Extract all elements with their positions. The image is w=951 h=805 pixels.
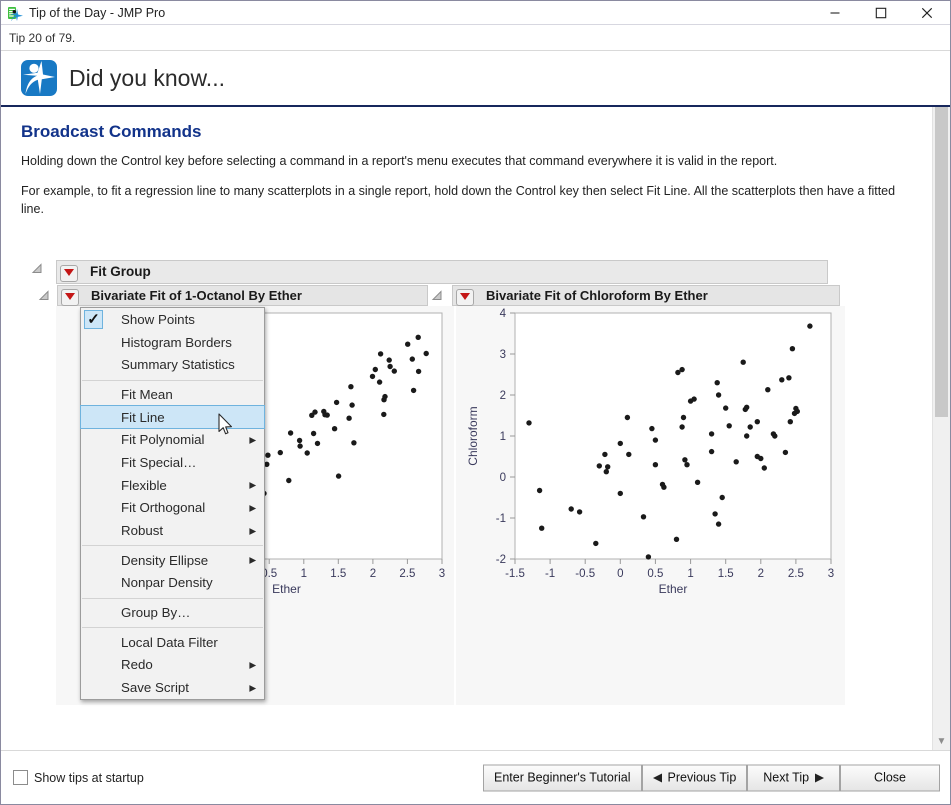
svg-text:1.5: 1.5 <box>330 568 346 580</box>
svg-text:3: 3 <box>439 568 445 580</box>
svg-text:2: 2 <box>370 568 376 580</box>
svg-text:Ether: Ether <box>272 582 301 596</box>
svg-text:1: 1 <box>301 568 307 580</box>
svg-text:2.5: 2.5 <box>399 568 415 580</box>
